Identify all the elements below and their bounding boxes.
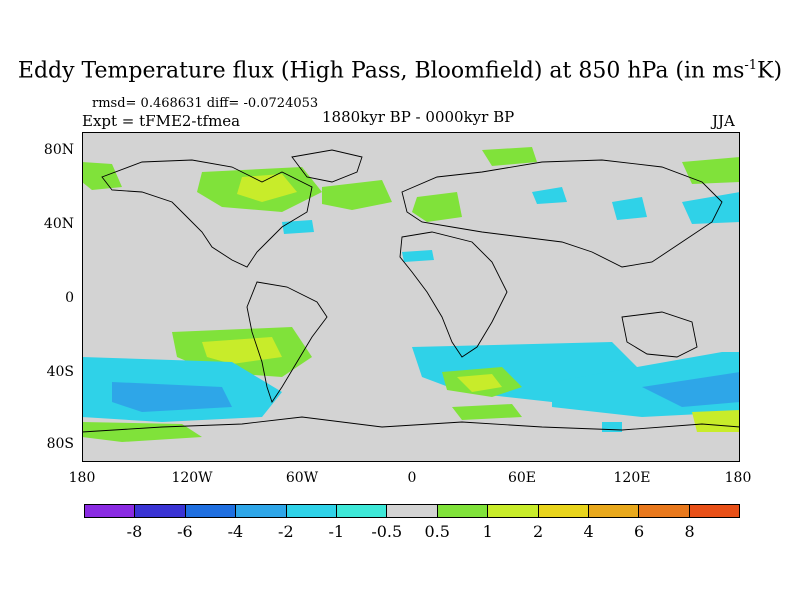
antarctica-coast xyxy=(82,416,740,433)
patch-positive-strong xyxy=(457,374,502,392)
eurasia-coast xyxy=(401,159,723,268)
north-america-coast xyxy=(101,159,313,268)
period-label: 1880kyr BP - 0000kyr BP xyxy=(322,108,515,126)
lon-label: 120E xyxy=(613,470,651,486)
colorbar-label: 8 xyxy=(684,522,695,541)
colorbar xyxy=(84,504,740,518)
colorbar-swatch xyxy=(286,505,337,517)
africa-coast xyxy=(399,231,508,358)
colorbar-label: 2 xyxy=(533,522,544,541)
patch-positive-strong xyxy=(237,174,297,202)
lon-label: 180 xyxy=(68,470,96,486)
colorbar-swatch xyxy=(185,505,237,517)
patch-negative xyxy=(602,422,622,432)
colorbar-swatch xyxy=(689,505,740,517)
patch-negative xyxy=(682,192,740,224)
season-label: JJA xyxy=(712,112,735,130)
colorbar-swatch xyxy=(588,505,640,517)
patch-positive xyxy=(482,147,537,166)
coastlines xyxy=(82,149,740,433)
patch-negative-strong xyxy=(112,382,232,412)
patch-negative-strong xyxy=(642,372,740,407)
lon-label: 120W xyxy=(171,470,213,486)
colorbar-label: 1 xyxy=(482,522,493,541)
patch-positive-strong xyxy=(692,410,740,432)
lat-label: 80S xyxy=(46,436,74,452)
lat-label: 40N xyxy=(43,216,74,232)
patch-positive xyxy=(322,180,392,210)
lat-label: 80N xyxy=(43,142,74,158)
australia-coast xyxy=(621,311,698,358)
anomaly-patches xyxy=(82,147,740,442)
lon-label: 60W xyxy=(285,470,319,486)
colorbar-swatch xyxy=(387,505,438,517)
colorbar-label: -0.5 xyxy=(371,522,403,541)
patch-positive xyxy=(82,162,122,190)
colorbar-swatch xyxy=(538,505,589,517)
patch-negative xyxy=(612,197,647,220)
colorbar-label: 4 xyxy=(583,522,594,541)
colorbar-label: -2 xyxy=(278,522,294,541)
patch-positive-strong xyxy=(202,337,282,364)
colorbar-label: -4 xyxy=(227,522,244,541)
greenland-coast xyxy=(291,149,363,183)
colorbar-label: -1 xyxy=(328,522,345,541)
patch-positive xyxy=(682,157,740,184)
colorbar-swatch xyxy=(236,505,287,517)
chart-title: Eddy Temperature flux (High Pass, Bloomf… xyxy=(17,58,783,84)
lat-label: 40S xyxy=(46,364,74,380)
stats-text: rmsd= 0.468631 diff= -0.0724053 xyxy=(92,96,319,111)
colorbar-label: -6 xyxy=(177,522,193,541)
patch-positive xyxy=(412,192,462,222)
colorbar-label: 0.5 xyxy=(424,522,450,541)
colorbar-label: 6 xyxy=(633,522,645,541)
colorbar-label: -8 xyxy=(126,522,143,541)
lon-label: 0 xyxy=(407,470,417,486)
experiment-label: Expt = tFME2-tfmea xyxy=(82,112,241,130)
colorbar-swatch xyxy=(437,505,489,517)
map-frame xyxy=(82,132,740,462)
world-map xyxy=(82,132,740,462)
south-america-coast xyxy=(246,281,328,404)
colorbar-swatch xyxy=(488,505,539,517)
patch-negative xyxy=(282,220,314,234)
colorbar-swatch xyxy=(639,505,690,517)
lon-label: 180 xyxy=(724,470,752,486)
patch-positive xyxy=(452,404,522,420)
colorbar-swatch xyxy=(336,505,388,517)
lat-label: 0 xyxy=(65,290,74,306)
patch-negative xyxy=(402,250,434,262)
colorbar-swatch xyxy=(85,505,136,517)
colorbar-swatch xyxy=(135,505,186,517)
lon-label: 60E xyxy=(507,470,537,486)
patch-negative xyxy=(532,187,567,204)
